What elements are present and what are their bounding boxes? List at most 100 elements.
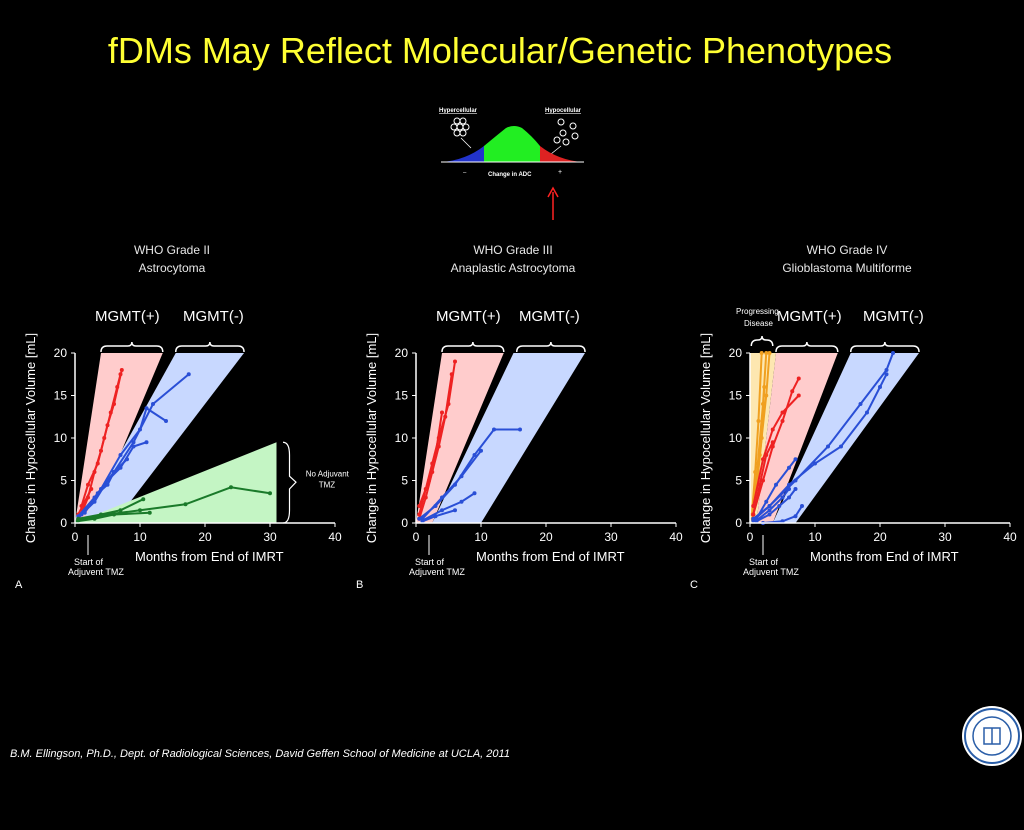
data-point: [164, 419, 168, 423]
x-tick-label: 20: [873, 530, 887, 544]
data-point: [891, 351, 895, 355]
y-tick-label: 20: [395, 346, 409, 360]
panel-letter: A: [15, 579, 23, 591]
data-point: [102, 436, 107, 440]
data-point: [92, 516, 97, 521]
series-line-6: [752, 441, 774, 515]
data-point: [453, 508, 457, 513]
data-point: [440, 508, 444, 513]
series-line-4: [421, 450, 482, 520]
data-point: [131, 444, 136, 449]
panel-subtitle: Glioblastoma Multiforme: [782, 261, 912, 275]
x-axis-label: Months from End of IMRT: [135, 549, 284, 564]
inset-plus: +: [558, 169, 562, 176]
ucla-seal: [962, 706, 1022, 766]
x-tick-label: 0: [413, 530, 420, 544]
y-axis-label: Change in Hypocellular Volume [mL]: [23, 333, 38, 543]
x-tick-label: 30: [604, 530, 618, 544]
series-line-2: [418, 412, 443, 507]
data-point: [790, 389, 795, 394]
data-point: [756, 419, 761, 423]
x-tick-label: 30: [263, 530, 277, 544]
region-mgmt-pos: [416, 353, 504, 523]
data-point: [767, 508, 772, 513]
series-line-5: [422, 492, 476, 522]
y-tick-label: 10: [729, 431, 743, 445]
sparse-cells-icon: [553, 118, 579, 146]
y-tick-label: 20: [729, 346, 743, 360]
data-point: [754, 518, 759, 523]
x-tick-label: 40: [1003, 530, 1017, 544]
series-line-9: [76, 511, 150, 523]
group-label-mgmt-neg: MGMT(-): [519, 308, 580, 325]
adc-distribution-inset: Hypercellular Hypocellular – Change in A…: [439, 108, 584, 220]
distribution-right-tail: [540, 146, 582, 162]
data-point: [95, 491, 100, 496]
distribution-left-tail: [442, 146, 484, 162]
data-point: [770, 440, 775, 445]
panel-title: WHO Grade IV: [807, 243, 888, 257]
data-point: [119, 368, 124, 372]
data-point: [440, 495, 444, 500]
x-tick-label: 40: [328, 530, 342, 544]
data-point: [118, 372, 123, 377]
x-axis-label: Months from End of IMRT: [810, 549, 959, 564]
data-point: [762, 385, 767, 389]
data-point: [427, 478, 431, 483]
data-point: [839, 444, 843, 449]
y-tick-label: 5: [735, 474, 742, 488]
data-point: [793, 487, 798, 491]
x-tick-label: 40: [669, 530, 683, 544]
data-point: [780, 495, 785, 500]
brace-mgmt-neg: [850, 341, 920, 353]
hypercellular-label: Hypercellular: [439, 108, 478, 114]
x-axis-label: Months from End of IMRT: [476, 549, 625, 564]
panel-title: WHO Grade II: [134, 243, 210, 257]
data-point: [95, 461, 100, 466]
data-point: [151, 402, 155, 406]
data-point: [138, 508, 142, 513]
x-tick-label: 20: [198, 530, 212, 544]
start-label: Adjuvent TMZ: [68, 567, 124, 577]
charts-canvas: 0 5 10 15 20 0 10 20 30 40 Months from End of IMRT…: [15, 243, 1017, 591]
panel-subtitle: Anaplastic Astrocytoma: [451, 261, 576, 275]
series-line-12: [762, 505, 803, 524]
panel-letter: C: [690, 579, 698, 591]
y-tick-label: 20: [54, 346, 68, 360]
chart-panel-a: 0 5 10 15 20 0 10 20 30 40 Months from End of IMRT…: [15, 243, 350, 591]
data-point: [229, 485, 233, 490]
y-tick-label: 5: [401, 474, 408, 488]
series-line-8: [752, 373, 888, 522]
slide-title: fDMs May Reflect Molecular/Genetic Pheno…: [107, 30, 893, 71]
brace-mgmt-neg: [175, 341, 245, 353]
data-point: [800, 504, 804, 508]
data-point: [138, 427, 142, 432]
data-point: [858, 402, 863, 406]
data-point: [787, 495, 791, 500]
x-tick-label: 0: [747, 530, 754, 544]
data-point: [433, 453, 438, 457]
region-mgmt-pos: [75, 353, 163, 523]
data-point: [759, 436, 764, 440]
data-point: [89, 487, 94, 491]
data-point: [108, 410, 113, 415]
data-point: [764, 351, 769, 355]
data-point: [112, 512, 116, 517]
start-label: Start of: [415, 557, 445, 567]
data-point: [761, 478, 765, 483]
footer-credit: B.M. Ellingson, Ph.D., Dept. of Radiolog…: [10, 748, 510, 760]
brace-progressing: [750, 335, 774, 347]
data-point: [118, 453, 123, 457]
data-point: [780, 410, 785, 415]
data-point: [144, 440, 149, 445]
progressing-label: Disease: [744, 319, 773, 328]
y-axis-label: Change in Hypocellular Volume [mL]: [698, 333, 713, 543]
data-point: [787, 487, 791, 491]
panel-subtitle: Astrocytoma: [139, 261, 206, 275]
y-tick-label: 10: [54, 431, 68, 445]
data-point: [79, 512, 84, 517]
series-line-0: [750, 352, 763, 515]
cell-cluster-icon: [450, 117, 470, 137]
data-point: [757, 482, 762, 487]
data-point: [884, 368, 889, 372]
